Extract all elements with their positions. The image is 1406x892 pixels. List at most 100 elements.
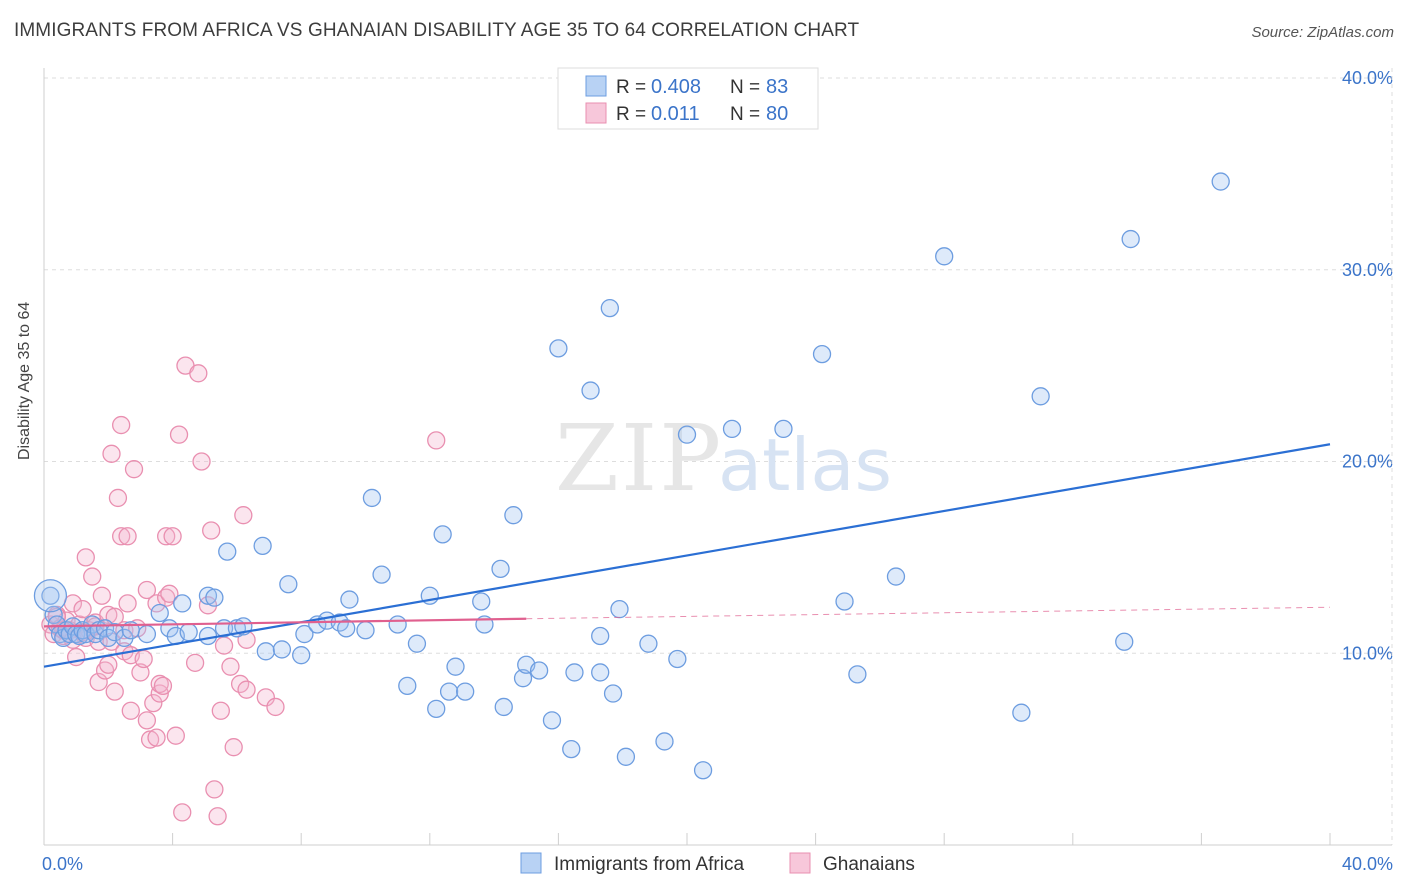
data-point xyxy=(603,684,623,703)
data-point xyxy=(198,626,218,646)
data-point xyxy=(529,661,549,680)
data-point xyxy=(214,636,234,655)
data-point xyxy=(150,603,169,623)
data-point xyxy=(99,605,118,625)
data-point xyxy=(848,665,867,684)
data-point xyxy=(388,615,407,634)
data-point xyxy=(70,626,89,646)
data-point xyxy=(76,548,95,567)
x-tick-label-max: 40.0% xyxy=(1342,854,1393,874)
legend-swatch xyxy=(585,75,607,97)
data-point xyxy=(205,780,224,799)
data-point xyxy=(44,605,63,625)
data-point xyxy=(292,646,311,665)
data-point xyxy=(1031,387,1050,406)
data-point xyxy=(812,344,832,364)
data-point xyxy=(562,739,581,759)
y-tick-label: 20.0% xyxy=(1342,452,1393,472)
watermark: ZIP atlas xyxy=(555,405,892,512)
data-point xyxy=(439,682,459,701)
data-point xyxy=(105,623,124,642)
source-label: Source: ZipAtlas.com xyxy=(1251,24,1394,41)
data-point xyxy=(144,693,163,713)
legend-top: R = 0.408 N = 83 R = 0.011 N = 80 xyxy=(557,67,819,130)
data-point xyxy=(591,626,610,646)
axes: 0.0% 40.0% xyxy=(42,68,1393,874)
data-point xyxy=(198,586,218,605)
data-point xyxy=(610,599,629,619)
data-point xyxy=(140,730,160,749)
data-point xyxy=(173,594,192,613)
data-point xyxy=(41,586,60,605)
data-point xyxy=(693,761,713,780)
data-point xyxy=(205,588,224,607)
y-tick-label: 40.0% xyxy=(1342,68,1393,88)
chart-title: IMMIGRANTS FROM AFRICA VS GHANAIAN DISAB… xyxy=(14,20,860,41)
legend-n-label: N = xyxy=(730,104,760,125)
data-point xyxy=(835,592,854,611)
data-point xyxy=(121,701,140,720)
data-point xyxy=(655,732,674,751)
data-point xyxy=(340,590,359,609)
data-point xyxy=(565,663,584,682)
data-point xyxy=(639,634,658,653)
data-point xyxy=(105,682,124,701)
data-point xyxy=(118,594,137,613)
data-point xyxy=(433,525,452,544)
data-point xyxy=(218,542,237,561)
data-point xyxy=(295,624,314,644)
data-point xyxy=(131,663,150,682)
data-point xyxy=(668,649,687,669)
data-point xyxy=(581,381,600,400)
y-tick-label: 10.0% xyxy=(1342,643,1393,663)
data-point xyxy=(356,621,375,640)
legend-n-value: 80 xyxy=(766,103,788,125)
data-point-cluster xyxy=(33,579,68,613)
data-point xyxy=(173,803,192,822)
data-point xyxy=(134,649,153,669)
data-point xyxy=(398,676,417,695)
data-point xyxy=(95,619,115,638)
data-point xyxy=(99,655,118,674)
data-point xyxy=(108,488,128,508)
legend-bottom-swatch xyxy=(789,852,811,874)
data-point xyxy=(456,682,475,701)
data-point xyxy=(253,536,272,556)
data-point xyxy=(150,674,169,694)
data-point xyxy=(886,567,906,586)
legend-swatch xyxy=(585,102,607,124)
data-point xyxy=(1012,703,1031,722)
data-point xyxy=(221,657,240,676)
data-point xyxy=(73,599,92,619)
legend-r-label: R = xyxy=(616,104,646,125)
data-point xyxy=(446,657,465,676)
ghanaians-points xyxy=(41,356,446,826)
data-point xyxy=(256,688,275,707)
watermark-zip: ZIP xyxy=(555,405,723,512)
data-point xyxy=(153,676,173,695)
data-point xyxy=(616,747,636,766)
data-point xyxy=(118,527,137,546)
data-point xyxy=(542,711,562,730)
data-point xyxy=(192,452,211,471)
y-tick-label: 30.0% xyxy=(1342,260,1393,280)
data-point xyxy=(256,642,275,661)
data-point xyxy=(427,431,446,450)
trend-line-immigrants xyxy=(43,443,1331,668)
data-point xyxy=(272,640,292,659)
data-point xyxy=(337,619,356,638)
data-point xyxy=(83,567,102,586)
data-point xyxy=(472,592,491,611)
legend-bottom-label: Ghanaians xyxy=(823,854,915,875)
legend-r-label: R = xyxy=(616,77,646,98)
data-point xyxy=(102,444,121,463)
data-point xyxy=(504,506,523,525)
legend-n-value: 83 xyxy=(766,76,788,98)
data-point xyxy=(147,728,166,747)
legend-r-value: 0.011 xyxy=(651,103,700,125)
data-point xyxy=(279,575,298,594)
x-tick-label-min: 0.0% xyxy=(42,854,83,874)
data-point xyxy=(185,653,205,672)
data-point xyxy=(266,697,285,717)
